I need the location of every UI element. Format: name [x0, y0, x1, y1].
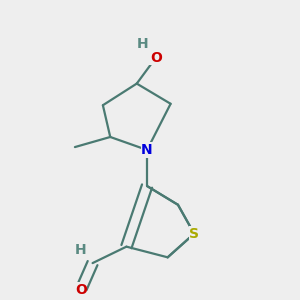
- Text: H: H: [137, 37, 148, 51]
- Text: O: O: [150, 51, 162, 64]
- Text: H: H: [75, 243, 87, 257]
- Text: N: N: [141, 143, 153, 157]
- Text: O: O: [75, 283, 87, 297]
- Text: S: S: [189, 227, 199, 241]
